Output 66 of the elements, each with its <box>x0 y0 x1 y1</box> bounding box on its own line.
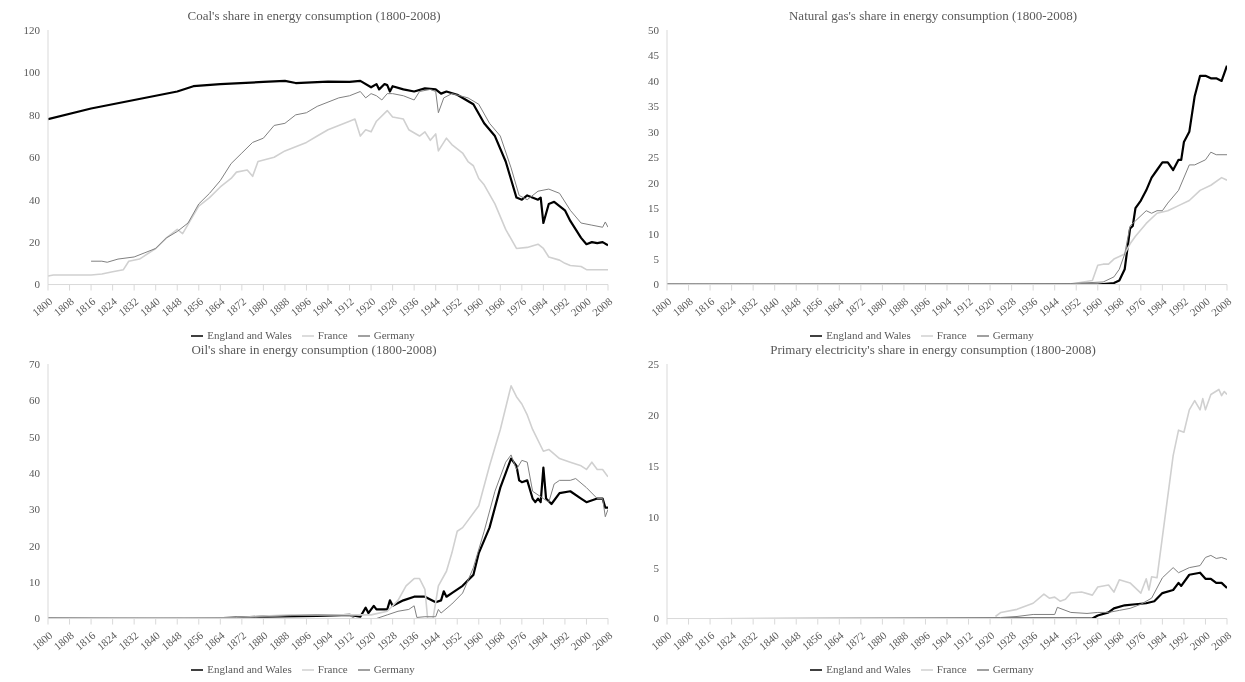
chart-title: Primary electricity's share in energy consumption (1800-2008) <box>769 342 1097 358</box>
x-tick-label: 1864 <box>821 294 847 319</box>
y-tick-label: 0 <box>34 278 41 291</box>
x-tick-label: 1968 <box>482 628 508 653</box>
legend-label: England and Wales <box>207 662 292 675</box>
y-tick-label: 10 <box>648 510 660 523</box>
y-tick-label: 50 <box>29 430 41 443</box>
y-tick-label: 20 <box>648 176 660 189</box>
y-tick-label: 25 <box>648 151 660 164</box>
x-tick-label: 1984 <box>1144 628 1170 653</box>
y-tick-label: 60 <box>29 151 41 164</box>
x-tick-label: 1912 <box>950 629 975 653</box>
x-tick-label: 1968 <box>1101 628 1127 653</box>
y-tick-label: 20 <box>648 408 660 421</box>
chart-title: Oil's share in energy consumption (1800-2008) <box>190 342 438 358</box>
line-series <box>48 79 608 247</box>
x-tick-label: 1984 <box>1144 294 1170 319</box>
y-tick-label: 40 <box>648 74 660 87</box>
y-tick-label: 30 <box>648 125 660 138</box>
legend-label: France <box>317 662 348 675</box>
legend-label: Germany <box>992 328 1034 341</box>
legend-label: Germany <box>373 662 415 675</box>
legend-label: France <box>936 662 967 675</box>
y-tick-label: 10 <box>29 576 41 589</box>
legend-label: France <box>936 328 967 341</box>
y-tick-label: 100 <box>23 66 41 79</box>
y-tick-label: 35 <box>648 100 660 113</box>
chart-title: Natural gas's share in energy consumption (1800-2008) <box>787 8 1078 24</box>
y-tick-label: 40 <box>29 466 41 479</box>
x-tick-label: 1984 <box>525 294 551 319</box>
x-tick-label: 1912 <box>950 295 975 319</box>
chart-title: Coal's share in energy consumption (1800-2008) <box>186 8 442 24</box>
y-tick-label: 120 <box>23 23 41 36</box>
y-tick-label: 0 <box>653 278 660 291</box>
y-tick-label: 0 <box>34 612 41 625</box>
y-tick-label: 45 <box>648 49 660 62</box>
y-tick-label: 0 <box>653 612 660 625</box>
x-tick-label: 1912 <box>331 629 356 653</box>
legend-label: Germany <box>373 328 415 341</box>
x-tick-label: 1864 <box>202 628 228 653</box>
y-tick-label: 50 <box>648 23 660 36</box>
y-tick-label: 30 <box>29 503 41 516</box>
y-tick-label: 20 <box>29 539 41 552</box>
y-tick-label: 15 <box>648 459 660 472</box>
y-tick-label: 60 <box>29 394 41 407</box>
legend-label: England and Wales <box>826 662 911 675</box>
y-tick-label: 10 <box>648 227 660 240</box>
x-tick-label: 1864 <box>202 294 228 319</box>
line-series <box>90 88 608 263</box>
y-tick-label: 40 <box>29 193 41 206</box>
y-tick-label: 15 <box>648 202 660 215</box>
y-tick-label: 20 <box>29 236 41 249</box>
legend-label: France <box>317 328 348 341</box>
x-tick-label: 1864 <box>821 628 847 653</box>
y-tick-label: 5 <box>653 252 660 265</box>
y-tick-label: 70 <box>29 357 41 370</box>
y-tick-label: 25 <box>648 357 660 370</box>
x-tick-label: 1984 <box>525 628 551 653</box>
y-tick-label: 80 <box>29 108 41 121</box>
x-tick-label: 1968 <box>1101 294 1127 319</box>
x-tick-label: 1968 <box>482 294 508 319</box>
legend-label: England and Wales <box>826 328 911 341</box>
legend-label: England and Wales <box>207 328 292 341</box>
x-tick-label: 1912 <box>331 295 356 319</box>
y-tick-label: 5 <box>653 561 660 574</box>
legend-label: Germany <box>992 662 1034 675</box>
